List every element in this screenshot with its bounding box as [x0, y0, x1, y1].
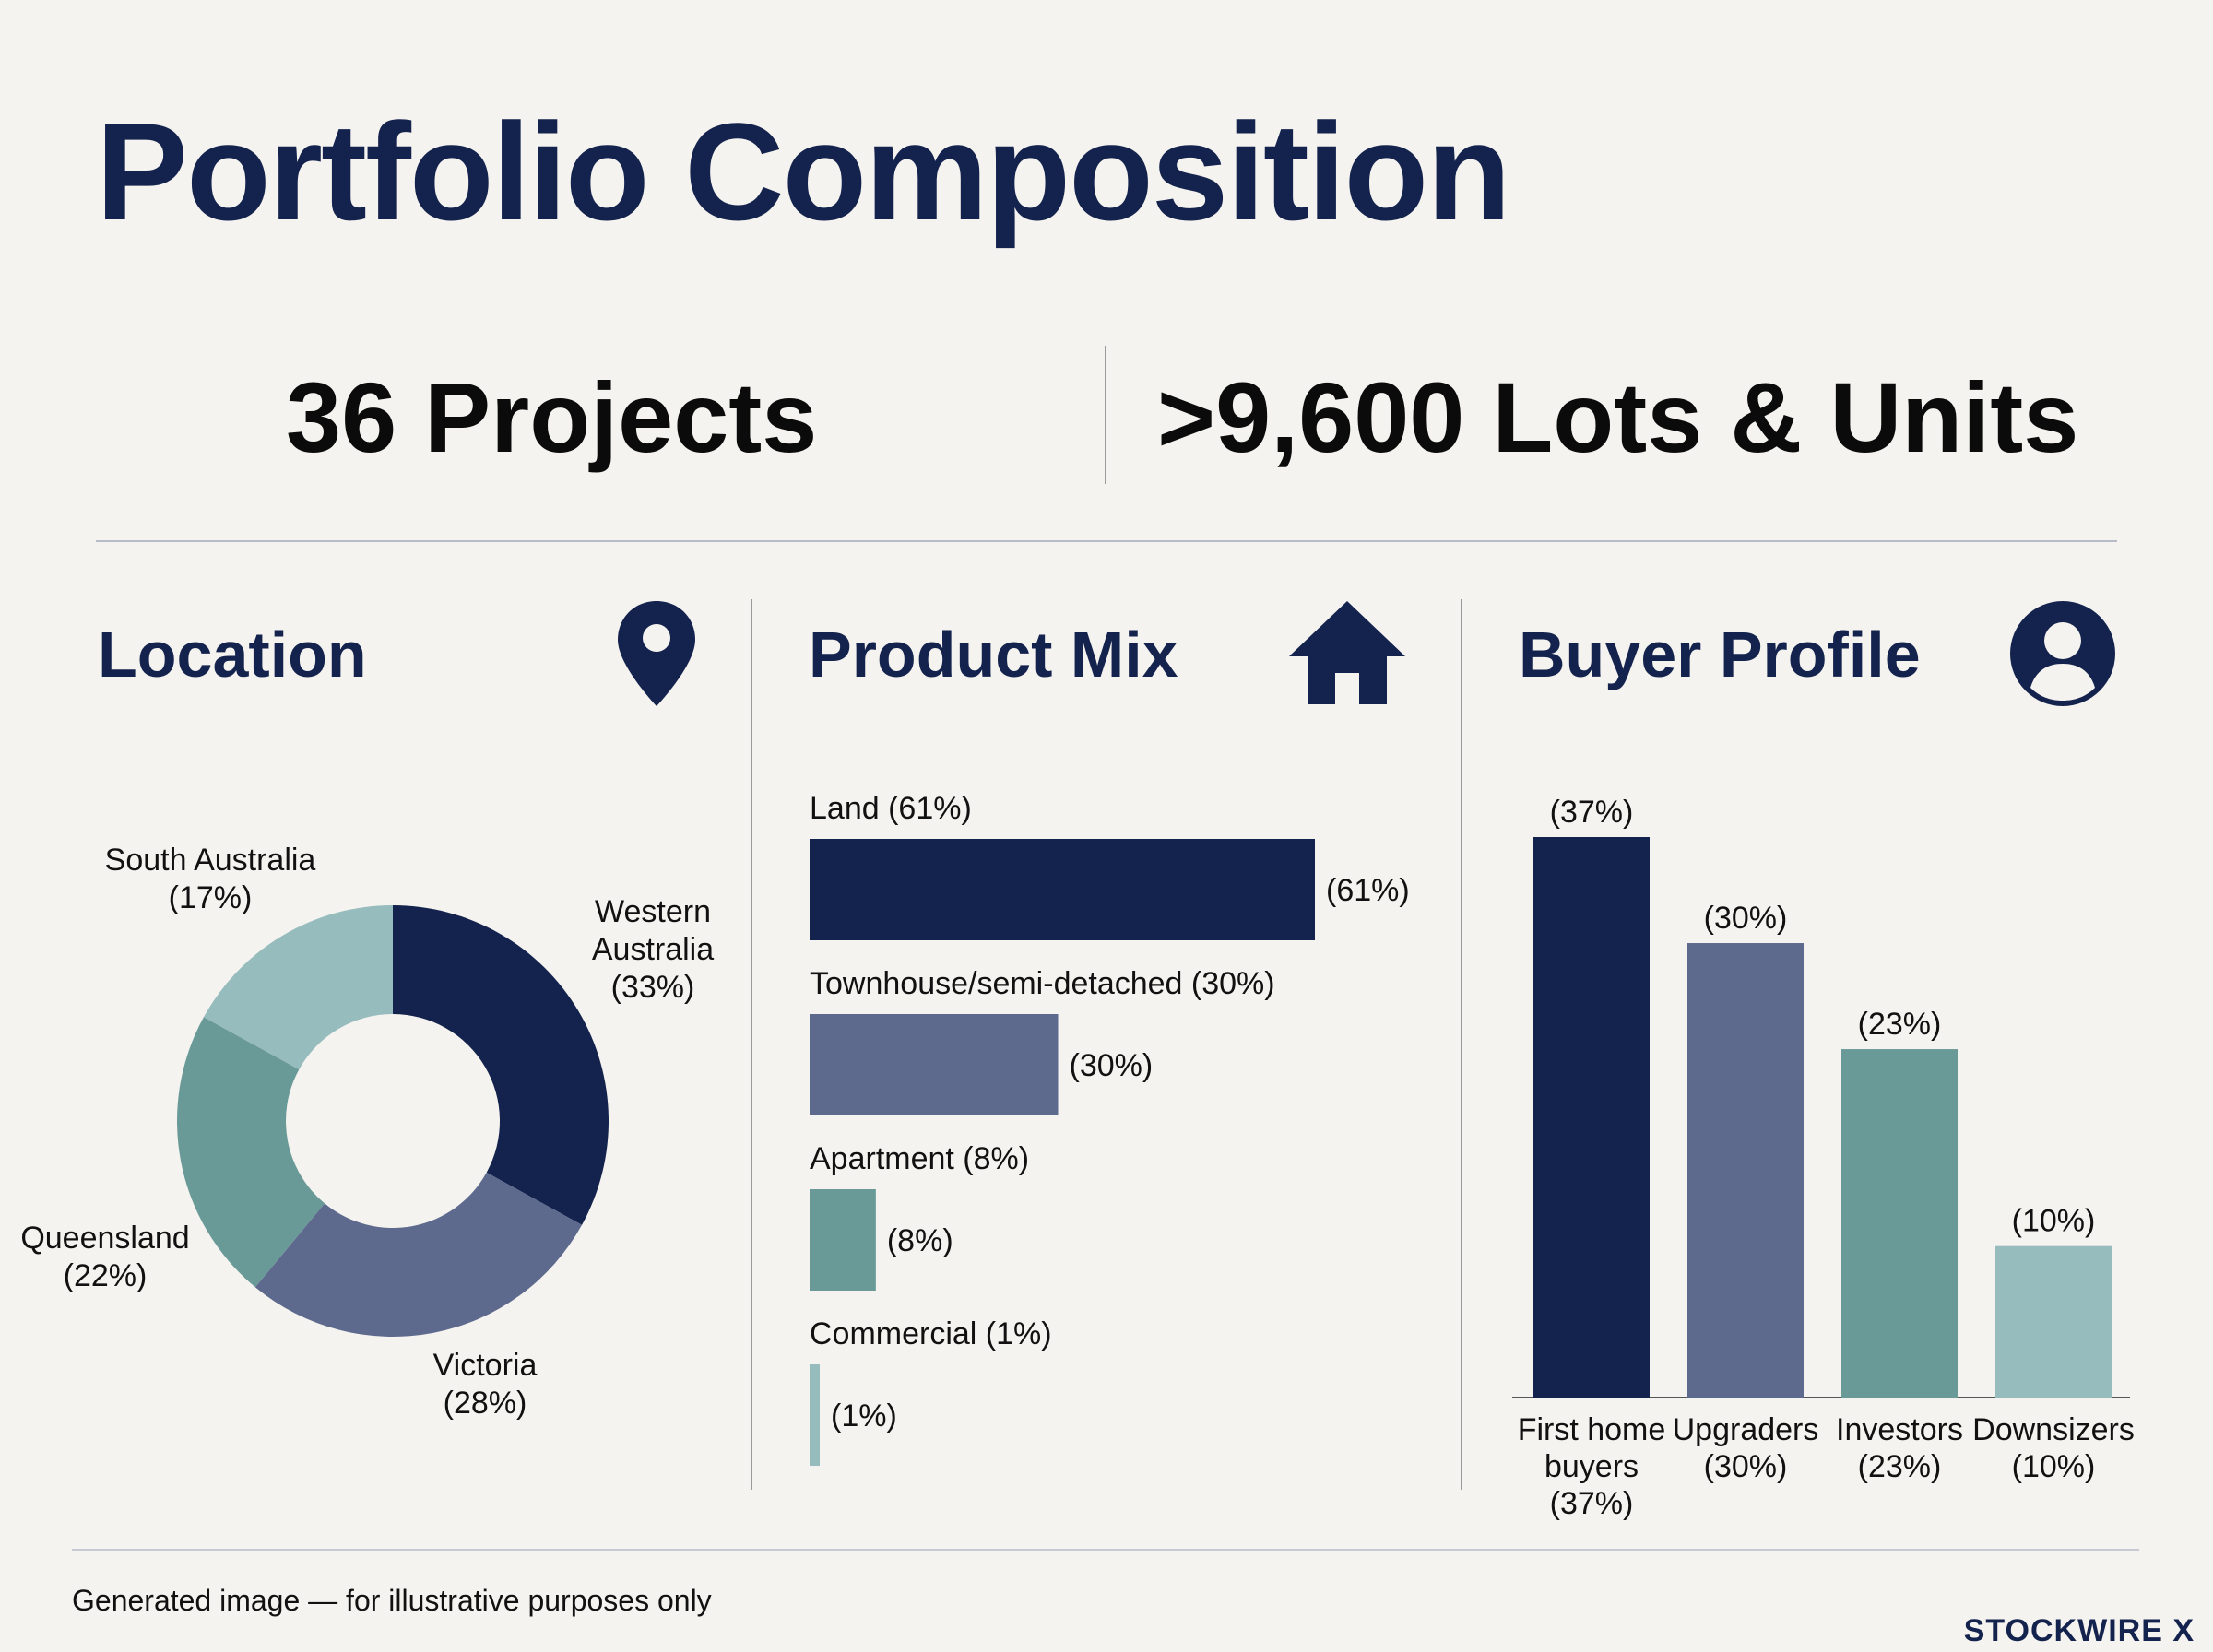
donut-slice [176, 1017, 325, 1288]
footer-note: Generated image — for illustrative purpo… [72, 1584, 712, 1617]
slice-label: South Australia (17%) [105, 843, 316, 915]
donut-slice [254, 1172, 583, 1337]
footer-divider [72, 1549, 2139, 1551]
bar [810, 1189, 876, 1291]
bar-value-label: (37%) [1550, 795, 1634, 830]
bar-value-label: (30%) [1070, 1048, 1154, 1083]
buyer-profile-title: Buyer Profile [1519, 619, 1921, 690]
user-circle-icon [2010, 601, 2115, 706]
slice-label: Victoria (28%) [433, 1348, 538, 1421]
slice-label: Queensland (22%) [20, 1221, 189, 1293]
bar-category-label: Townhouse/semi-detached (30%) [810, 966, 1275, 1001]
bar-category-label: First home buyers (37%) [1518, 1412, 1666, 1521]
page-title: Portfolio Composition [96, 94, 1511, 249]
bar [1533, 837, 1650, 1398]
projects-stat: 36 Projects [286, 361, 818, 473]
bar [1841, 1049, 1958, 1398]
header-divider [96, 540, 2117, 542]
section-divider-2 [1461, 599, 1462, 1490]
donut-slice [203, 905, 393, 1070]
section-divider-1 [751, 599, 752, 1490]
bar [810, 1364, 820, 1466]
bar-value-label: (30%) [1704, 901, 1788, 936]
bar-category-label: Commercial (1%) [810, 1316, 1052, 1351]
bar [1687, 943, 1804, 1398]
bar-category-label: Upgraders (30%) [1673, 1412, 1819, 1484]
bar-value-label: (23%) [1858, 1007, 1942, 1042]
stat-divider [1105, 346, 1106, 484]
location-title: Location [98, 619, 367, 690]
bar [810, 1014, 1059, 1115]
bar-category-label: Apartment (8%) [810, 1141, 1029, 1176]
bar-value-label: (1%) [831, 1398, 897, 1434]
bar-category-label: Investors (23%) [1836, 1412, 1963, 1484]
slice-label: Western Australia (33%) [592, 894, 714, 1005]
bar-value-label: (61%) [1326, 873, 1410, 908]
bar [1995, 1245, 2112, 1398]
bar-category-label: Downsizers (10%) [1972, 1412, 2135, 1484]
bar [810, 839, 1315, 940]
bar-value-label: (10%) [2012, 1204, 2096, 1239]
house-icon [1289, 601, 1405, 704]
lots-stat: >9,600 Lots & Units [1157, 361, 2079, 473]
donut-slice [393, 905, 609, 1225]
map-pin-icon [618, 601, 695, 706]
bar-category-label: Land (61%) [810, 791, 972, 826]
product-mix-bar-chart: Land (61%) (61%) Townhouse/semi-detached (… [810, 791, 1410, 1466]
location-donut-chart: Western Australia (33%) Victoria (28%) Queens… [20, 843, 714, 1421]
brand-logo: STOCKWIRE X [1963, 1613, 2195, 1648]
product-mix-title: Product Mix [809, 619, 1178, 690]
buyer-profile-bar-chart: (37%) First home buyers (37%) (30%) Upgraders… [1512, 795, 2135, 1521]
bar-value-label: (8%) [887, 1223, 953, 1258]
